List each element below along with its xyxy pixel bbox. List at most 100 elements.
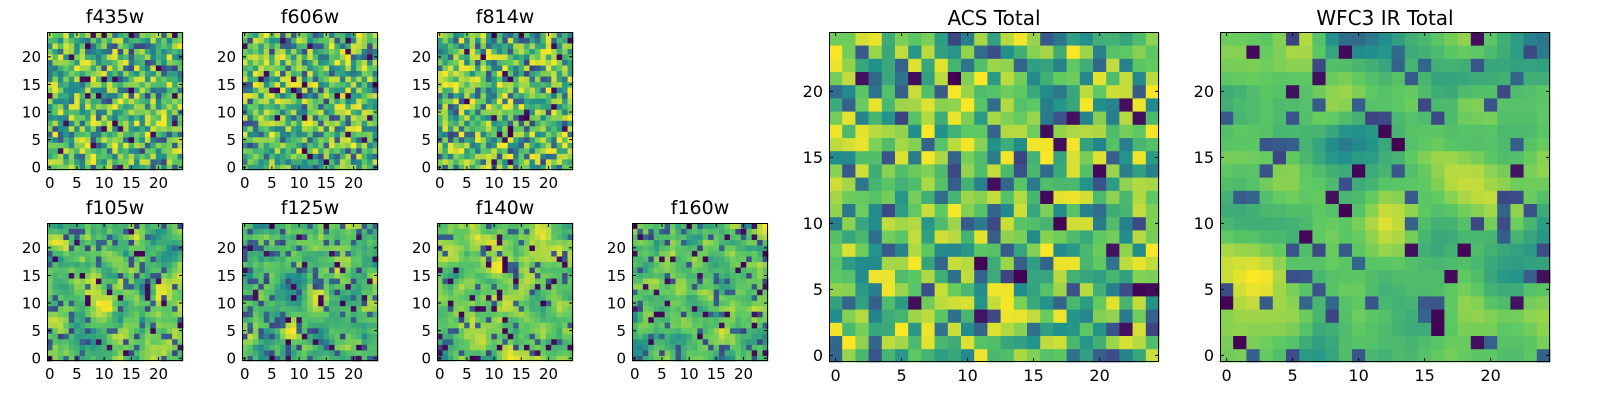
heatmap-cell (496, 87, 503, 94)
heatmap-cell (1027, 256, 1041, 270)
heatmap-cell (112, 234, 119, 240)
heatmap-cell (637, 322, 644, 329)
heatmap-cell (85, 322, 91, 329)
heatmap-cell (642, 289, 649, 296)
heatmap-cell (144, 316, 151, 323)
heatmap-cell (323, 131, 330, 138)
heatmap-cell (323, 283, 330, 290)
heatmap-cell (507, 125, 514, 132)
heatmap-cell (475, 228, 481, 235)
heatmap-cell (166, 54, 173, 60)
heatmap-cell (708, 250, 714, 257)
heatmap-cell (524, 37, 530, 44)
heatmap-cell (117, 125, 124, 132)
heatmap-cell (85, 37, 91, 44)
heatmap-cell (545, 322, 552, 329)
heatmap-cell (653, 283, 660, 290)
heatmap-cell (247, 158, 254, 165)
heatmap-cell (247, 59, 254, 66)
heatmap-cell (112, 87, 119, 94)
heatmap-cell (551, 54, 558, 60)
heatmap-cell (372, 278, 379, 285)
heatmap-cell (458, 87, 465, 94)
heatmap-cell (318, 92, 324, 99)
heatmap-cell (356, 283, 363, 290)
heatmap-cell (172, 87, 178, 94)
heatmap-cell (485, 142, 492, 149)
heatmap-cell (485, 103, 492, 110)
heatmap-cell (106, 305, 113, 312)
heatmap-cell (447, 245, 454, 251)
heatmap-cell (312, 338, 319, 345)
heatmap-cell (339, 283, 346, 290)
heatmap-cell (161, 234, 168, 240)
heatmap-cell (128, 103, 135, 110)
heatmap-cell (123, 114, 129, 121)
heatmap-cell (318, 103, 324, 110)
heatmap-cell (868, 190, 883, 204)
heatmap-cell (90, 125, 97, 132)
heatmap-cell (447, 92, 454, 99)
heatmap-cell (101, 54, 108, 60)
heatmap-cell (47, 294, 53, 301)
heatmap-cell (285, 37, 292, 44)
heatmap-cell (63, 120, 70, 127)
heatmap-cell (68, 114, 75, 121)
heatmap-cell (312, 153, 319, 160)
heatmap-cell (177, 76, 184, 83)
heatmap-cell (252, 37, 259, 44)
heatmap-cell (637, 256, 644, 263)
heatmap-cell (356, 114, 363, 121)
heatmap-cell (529, 65, 536, 72)
heatmap-cell (1053, 203, 1067, 218)
heatmap-cell (464, 245, 471, 251)
heatmap-cell (642, 344, 649, 351)
heatmap-cell (469, 92, 476, 99)
heatmap-cell (372, 103, 379, 110)
axes-frame (242, 223, 378, 361)
heatmap-cell (686, 305, 693, 312)
heatmap-cell (79, 48, 86, 55)
heatmap-cell (507, 223, 514, 229)
heatmap-cell (480, 261, 487, 268)
heatmap-cell (670, 322, 676, 329)
heatmap-cell (52, 344, 59, 351)
heatmap-cell (697, 327, 704, 334)
heatmap-cell (458, 278, 465, 285)
heatmap-cell (724, 250, 731, 257)
heatmap-cell (252, 153, 259, 160)
heatmap-cell (150, 87, 157, 94)
heatmap-cell (350, 228, 357, 235)
heatmap-cell (1040, 348, 1054, 363)
heatmap-cell (252, 283, 259, 290)
heatmap-cell (329, 278, 335, 285)
heatmap-cell (47, 153, 53, 160)
heatmap-cell (729, 272, 736, 279)
heatmap-cell (280, 54, 286, 60)
heatmap-cell (464, 278, 471, 285)
heatmap-cell (263, 164, 270, 171)
heatmap-cell (63, 223, 70, 229)
heatmap-cell (177, 305, 184, 312)
heatmap-cell (269, 120, 276, 127)
heatmap-cell (252, 158, 259, 165)
heatmap-cell (529, 267, 536, 274)
heatmap-cell (269, 59, 276, 66)
heatmap-cell (496, 250, 503, 257)
heatmap-cell (751, 234, 758, 240)
heatmap-cell (290, 245, 297, 251)
heatmap-cell (90, 239, 97, 246)
heatmap-cell (280, 294, 286, 301)
heatmap-cell (307, 261, 314, 268)
heatmap-cell (697, 261, 704, 268)
heatmap-cell (513, 305, 519, 312)
heatmap-cell (134, 103, 140, 110)
heatmap-cell (513, 223, 519, 229)
heatmap-cell (664, 261, 671, 268)
heatmap-cell (680, 228, 687, 235)
heatmap-cell (274, 114, 281, 121)
heatmap-cell (680, 250, 687, 257)
heatmap-cell (642, 234, 649, 240)
heatmap-cell (529, 300, 536, 307)
heatmap-cell (740, 305, 747, 312)
